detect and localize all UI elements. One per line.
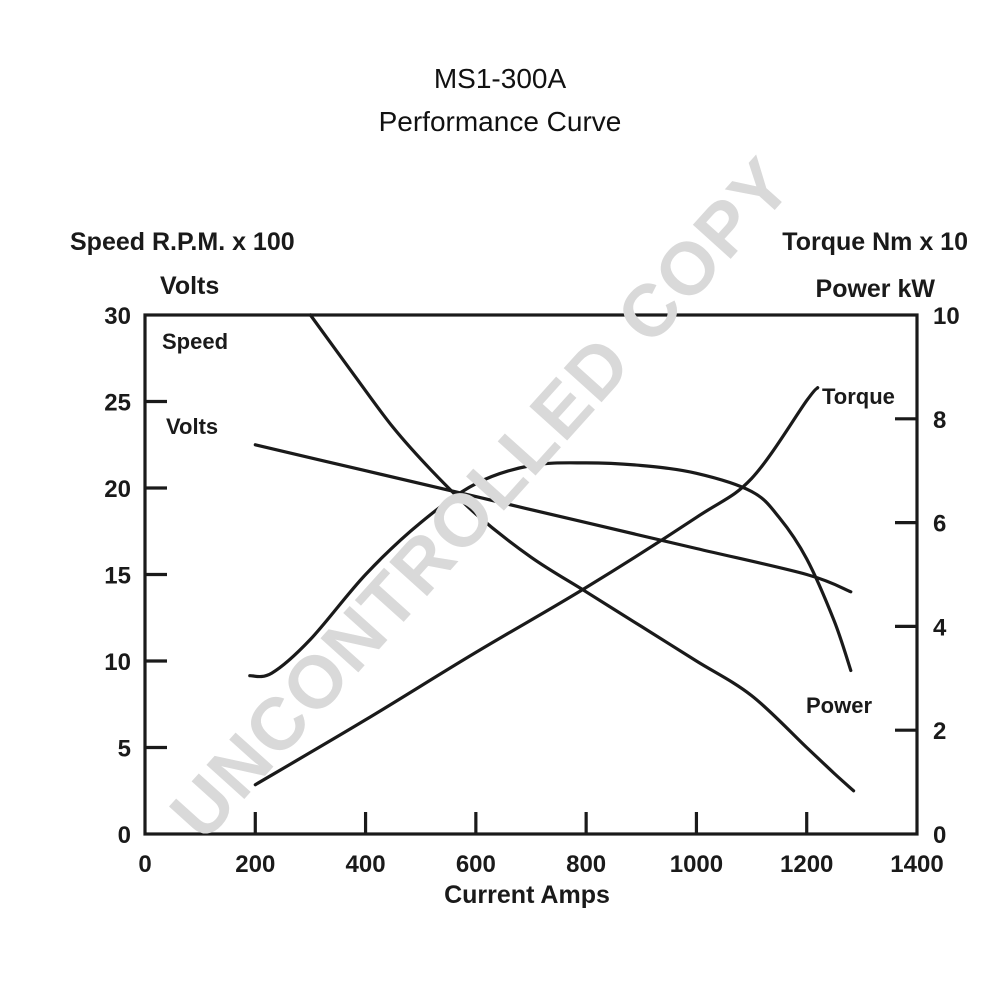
right-tick-label: 2 [933,718,946,745]
left-tick-label: 15 [104,563,131,590]
volts-curve-label: Volts [166,414,218,439]
chart-subtitle: Performance Curve [379,106,622,137]
left-tick-label: 0 [118,822,131,849]
x-tick-label: 1400 [890,851,943,878]
right-axis-label-power: Power kW [816,275,936,303]
left-tick-label: 30 [104,303,131,330]
x-tick-label: 800 [566,851,606,878]
left-tick-label: 20 [104,476,131,503]
x-tick-label: 1000 [670,851,723,878]
volts-curve [253,443,853,594]
chart-title: MS1-300A [434,63,567,94]
left-tick-label: 25 [104,390,131,417]
x-tick-label: 1200 [780,851,833,878]
data-curves [248,313,856,793]
x-tick-label: 400 [346,851,386,878]
x-tick-label: 0 [138,851,151,878]
right-axis-label-torque: Torque Nm x 10 [782,228,968,256]
left-tick-label: 10 [104,649,131,676]
speed-curve-label: Speed [162,329,228,354]
power-curve [248,461,853,679]
x-axis-label: Current Amps [444,881,610,909]
torque-curve [253,386,820,787]
right-tick-label: 4 [933,614,947,641]
left-axis-label-volts: Volts [160,272,219,300]
torque-curve-label: Torque [822,384,895,409]
right-tick-label: 10 [933,303,960,330]
speed-curve [308,313,856,793]
right-tick-label: 0 [933,822,946,849]
left-axis-label-speed: Speed R.P.M. x 100 [70,228,295,256]
left-tick-label: 5 [118,736,131,763]
x-tick-label: 600 [456,851,496,878]
axis-ticks: 0 200 400 600 800 1000 1200 1400051015202530024… [104,303,959,878]
right-tick-label: 6 [933,511,946,538]
power-curve-label: Power [806,693,872,718]
x-tick-label: 200 [235,851,275,878]
right-tick-label: 8 [933,407,946,434]
